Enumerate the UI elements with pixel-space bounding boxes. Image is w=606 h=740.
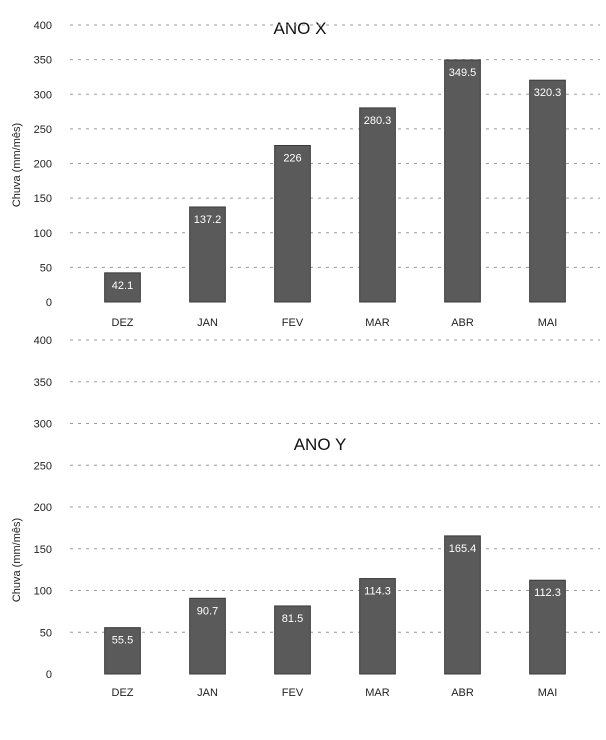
data-labels: 42.1 137.2 226 280.3 349.5 320.3 (112, 67, 561, 292)
y-tick-label: 100 (34, 228, 52, 240)
bar (359, 107, 396, 303)
bars (104, 535, 566, 675)
gridlines (70, 339, 600, 633)
bar (104, 627, 141, 675)
x-tick-label: DEZ (112, 687, 134, 699)
chart-ano-x: ANO X Chuva (mm/mês) 0 50 100 150 200 250 300 3… (11, 19, 600, 329)
y-tick-label: 200 (34, 502, 52, 514)
y-tick-label: 150 (34, 544, 52, 556)
y-tick-label: 150 (34, 193, 52, 205)
x-tick-label: MAR (365, 687, 390, 699)
data-label: 55.5 (112, 635, 133, 647)
data-label: 112.3 (534, 587, 561, 599)
bars (104, 59, 566, 303)
chart-ano-y: ANO Y Chuva (mm/mês) 0 50 100 150 200 250 300 3… (11, 335, 600, 699)
x-tick-labels: DEZ JAN FEV MAR ABR MAI (112, 687, 558, 699)
chart-title: ANO X (274, 19, 327, 38)
y-tick-label: 200 (34, 159, 52, 171)
data-label: 280.3 (364, 115, 392, 127)
y-tick-label: 50 (40, 262, 52, 274)
x-tick-label: FEV (282, 687, 304, 699)
chart-title: ANO Y (294, 435, 347, 454)
y-tick-labels: 0 50 100 150 200 250 300 350 400 (34, 20, 52, 309)
data-label: 114.3 (364, 586, 391, 598)
y-tick-label: 300 (34, 419, 52, 431)
y-tick-label: 50 (40, 627, 52, 639)
x-tick-label: MAI (538, 687, 558, 699)
bar (189, 206, 226, 303)
data-label: 349.5 (449, 67, 477, 79)
data-label: 90.7 (197, 605, 218, 617)
x-tick-label: MAR (365, 317, 390, 329)
y-axis-label: Chuva (mm/mês) (11, 518, 23, 602)
x-tick-labels: DEZ JAN FEV MAR ABR MAI (112, 317, 558, 329)
y-tick-label: 400 (34, 20, 52, 32)
y-tick-label: 400 (34, 335, 52, 347)
y-tick-label: 350 (34, 377, 52, 389)
y-tick-label: 100 (34, 586, 52, 598)
x-tick-label: JAN (197, 687, 218, 699)
bar (529, 79, 566, 303)
bar (274, 144, 311, 303)
bar (104, 272, 141, 303)
x-tick-label: JAN (197, 317, 218, 329)
bar (274, 605, 311, 675)
data-label: 165.4 (449, 543, 477, 555)
data-label: 320.3 (534, 87, 562, 99)
bar (444, 59, 481, 303)
data-label: 137.2 (194, 214, 222, 226)
data-label: 81.5 (282, 613, 303, 625)
data-label: 42.1 (112, 280, 133, 292)
bar (359, 578, 396, 675)
y-tick-labels: 0 50 100 150 200 250 300 350 400 (34, 335, 52, 681)
x-tick-label: MAI (538, 317, 558, 329)
x-tick-label: DEZ (112, 317, 134, 329)
y-tick-label: 350 (34, 55, 52, 67)
bar (444, 535, 481, 675)
data-labels: 55.5 90.7 81.5 114.3 165.4 112.3 (112, 543, 561, 647)
y-tick-label: 0 (46, 297, 52, 309)
x-tick-label: ABR (451, 317, 474, 329)
x-tick-label: ABR (451, 687, 474, 699)
y-tick-label: 250 (34, 124, 52, 136)
gridlines (70, 24, 600, 268)
x-tick-label: FEV (282, 317, 304, 329)
y-tick-label: 250 (34, 460, 52, 472)
y-axis-label: Chuva (mm/mês) (11, 123, 23, 207)
y-tick-label: 0 (46, 669, 52, 681)
bar (529, 579, 566, 675)
bar (189, 597, 226, 675)
data-label: 226 (283, 152, 301, 164)
y-tick-label: 300 (34, 89, 52, 101)
